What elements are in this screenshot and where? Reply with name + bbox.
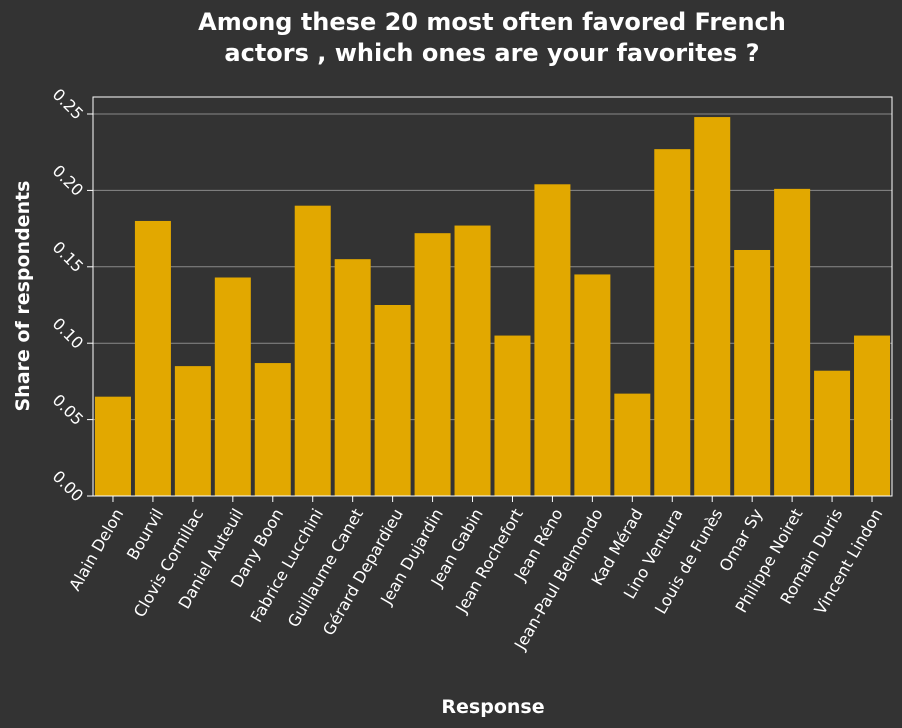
bar	[854, 335, 891, 496]
bar	[574, 274, 611, 496]
y-axis-label: Share of respondents	[12, 181, 34, 412]
bar	[774, 188, 811, 496]
bar	[254, 363, 291, 496]
bar	[294, 205, 331, 496]
plot-frame	[92, 96, 893, 497]
bar	[694, 117, 731, 496]
bar	[214, 277, 251, 496]
bar	[494, 335, 531, 496]
bar	[414, 233, 451, 496]
bars	[94, 117, 891, 497]
bar	[734, 249, 771, 496]
bar	[454, 225, 491, 496]
bar	[174, 366, 211, 496]
bar	[614, 393, 651, 496]
bar	[94, 396, 131, 496]
bar	[814, 370, 851, 496]
bar	[334, 259, 371, 496]
x-axis-label: Response	[441, 696, 544, 718]
bar	[134, 220, 171, 496]
bar	[374, 305, 411, 496]
chart-title-line-1: Among these 20 most often favored French	[198, 8, 786, 36]
bar	[534, 184, 571, 496]
bar	[654, 149, 691, 497]
chart-title-line-2: actors , which ones are your favorites ?	[224, 39, 759, 67]
